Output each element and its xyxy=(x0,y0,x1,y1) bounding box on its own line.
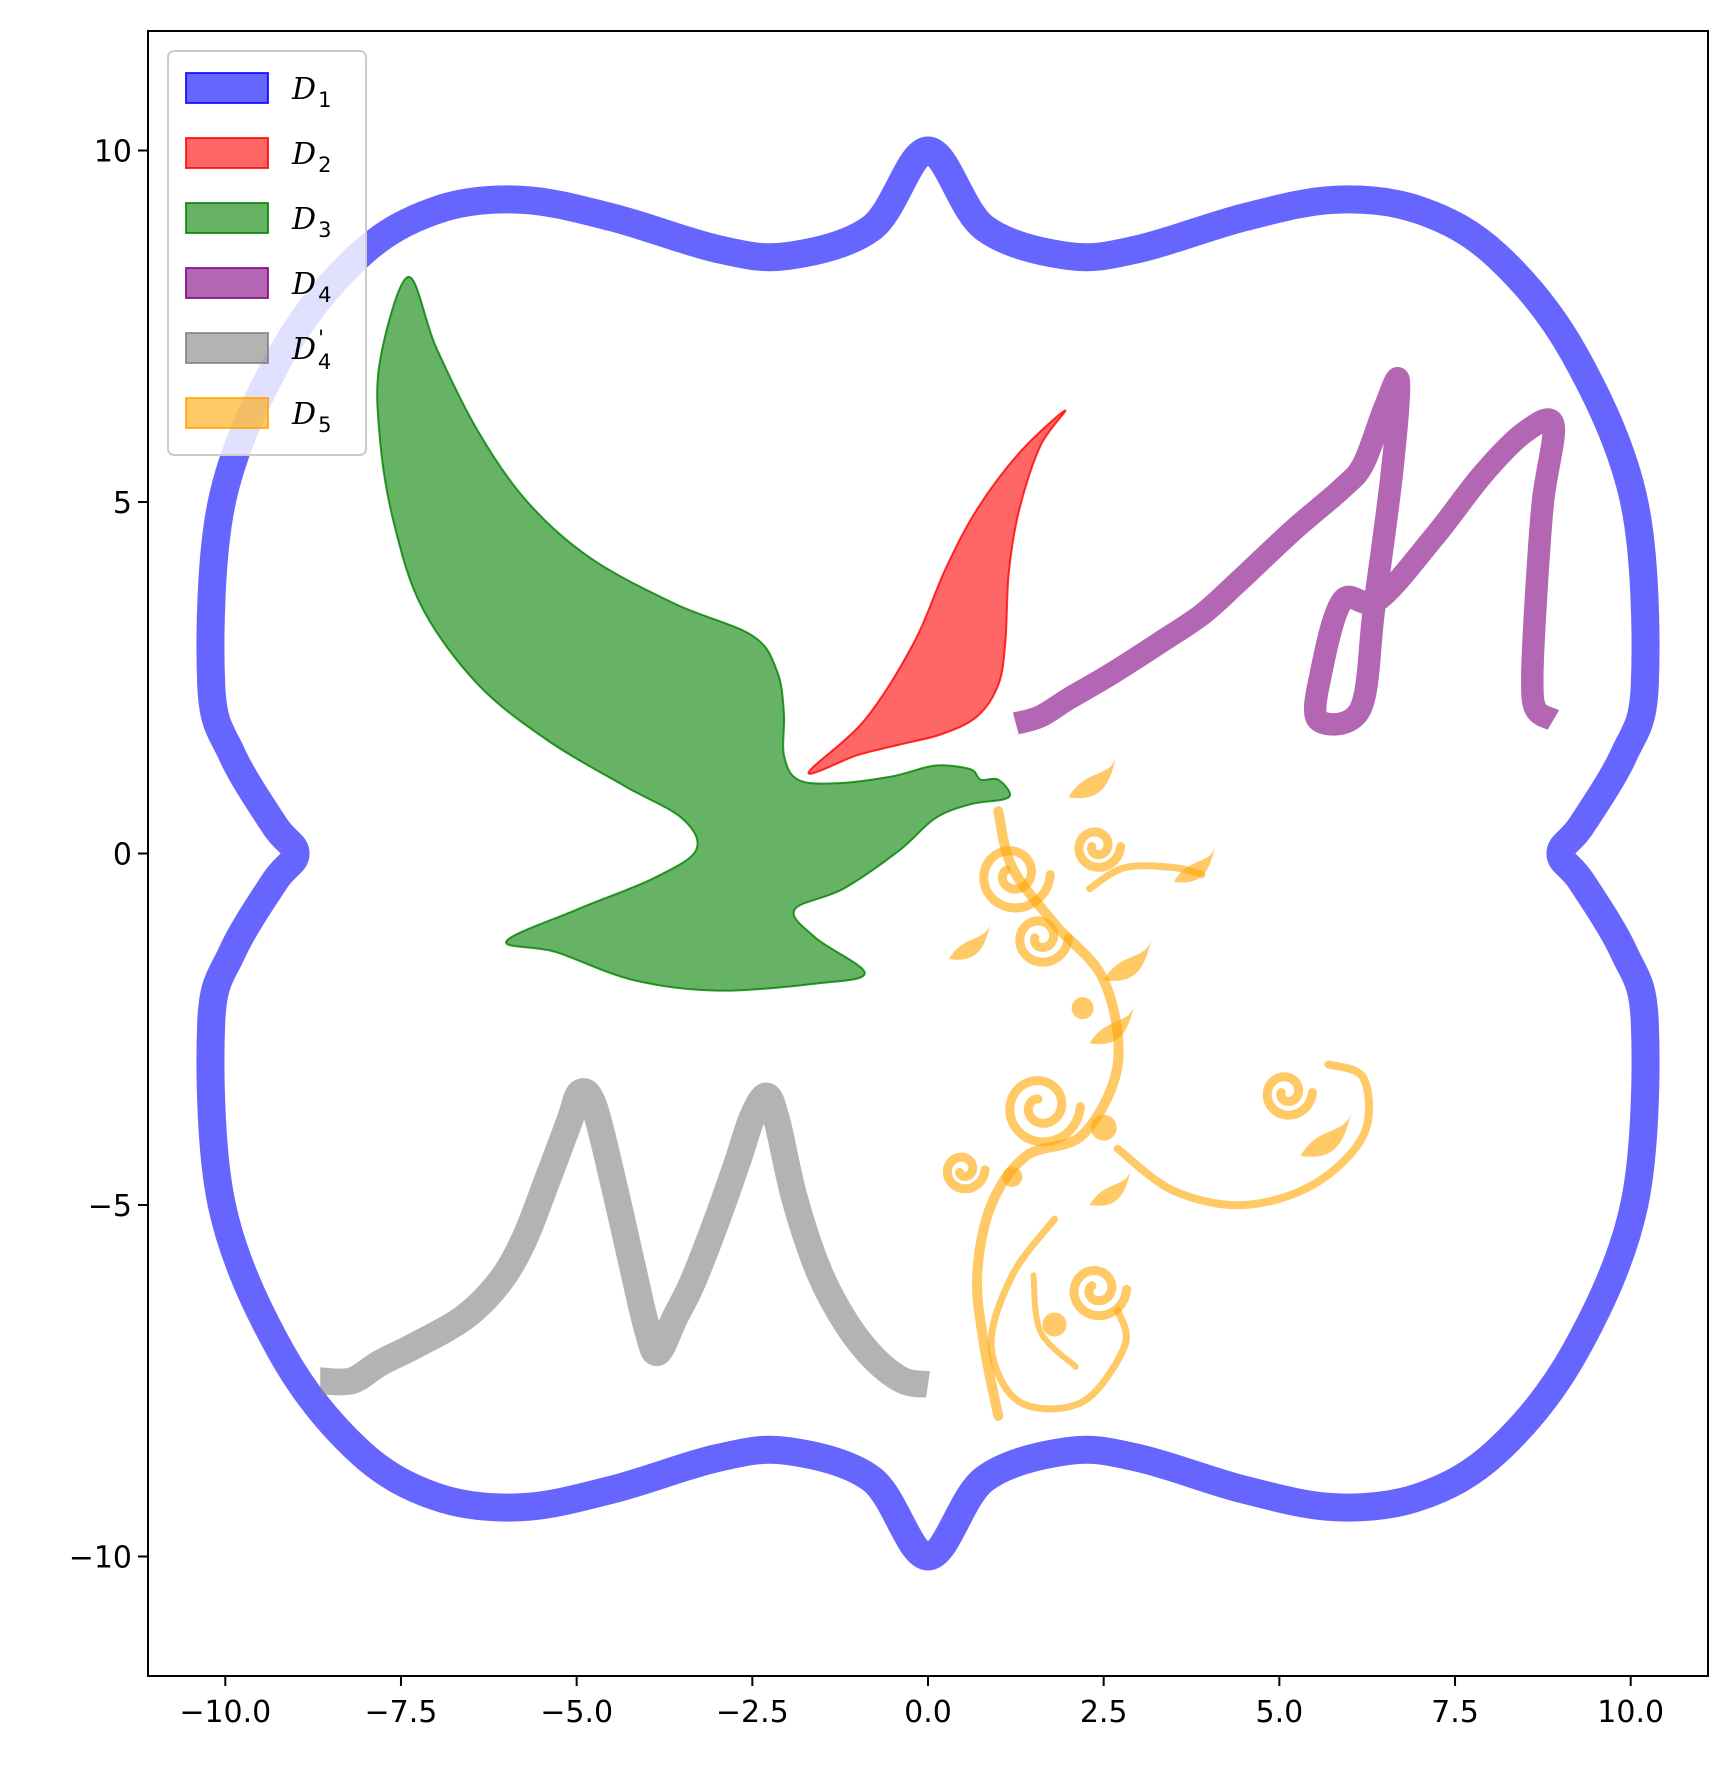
series-D4p xyxy=(319,1078,930,1398)
ornament-spiral-left xyxy=(942,1152,990,1194)
ornament-blob-1 xyxy=(1090,1114,1117,1141)
x-tick-label: −10.0 xyxy=(179,1695,271,1730)
ornament-leaf-left xyxy=(949,922,991,960)
ornament-leaf-far-right xyxy=(1300,1110,1352,1157)
ornament-leaf-right xyxy=(1173,845,1216,883)
ornament-leaf-mid xyxy=(1103,938,1152,981)
x-tick-label: −7.5 xyxy=(365,1695,438,1730)
region-D2 xyxy=(807,409,1067,775)
legend-entry-D3: D3 xyxy=(185,202,331,242)
ornament-leaf-lower xyxy=(1089,1168,1132,1206)
ornament-spiral-top xyxy=(979,846,1055,913)
ornament-leaf-center xyxy=(1089,1004,1135,1045)
ornament-twig xyxy=(1030,1272,1079,1370)
x-tick-label: 5.0 xyxy=(1255,1695,1303,1730)
legend-label: D4 xyxy=(291,267,331,307)
legend-entry-D4: D4 xyxy=(185,267,331,307)
x-tick-label: 10.0 xyxy=(1597,1695,1664,1730)
region-D4p xyxy=(319,1078,930,1398)
series-D3 xyxy=(376,276,1011,992)
y-tick-label: 0 xyxy=(113,838,132,873)
ornament-blob-2 xyxy=(1042,1312,1067,1337)
legend-swatch xyxy=(185,332,269,364)
region-D4 xyxy=(1012,367,1566,736)
legend-entry-D5: D5 xyxy=(185,397,331,437)
region-D3 xyxy=(376,276,1011,992)
legend-label: D3 xyxy=(291,202,331,242)
legend-label: D' 4 xyxy=(291,326,331,374)
legend-label: D2 xyxy=(291,137,331,177)
series-D4 xyxy=(1012,367,1566,736)
x-tick-label: 7.5 xyxy=(1431,1695,1479,1730)
legend: D1 D2 D3 D4 D' 4 D5 xyxy=(167,50,367,456)
ornament-spiral-center xyxy=(1005,1075,1085,1147)
ornament-branch-right xyxy=(1113,1060,1373,1210)
ornament-blob-4 xyxy=(1071,997,1094,1020)
ornament-spiral-mid xyxy=(1015,916,1073,967)
x-tick-label: 2.5 xyxy=(1080,1695,1128,1730)
axis-ticks: −10.0 −7.5 −5.0 −2.5 0.0 2.5 5.0 7.5 10.0 10 5 0 −5 −… xyxy=(69,135,1664,1730)
legend-entry-D1: D1 xyxy=(185,72,331,112)
ornament-spiral-top-right xyxy=(1074,827,1126,872)
plot-area xyxy=(196,136,1660,1571)
legend-entry-D2: D2 xyxy=(185,137,331,177)
y-tick-label: −10 xyxy=(69,1540,132,1575)
legend-swatch xyxy=(185,267,269,299)
legend-label: D1 xyxy=(291,72,331,112)
y-tick-label: −5 xyxy=(88,1189,132,1224)
y-tick-label: 5 xyxy=(113,486,132,521)
y-tick-label: 10 xyxy=(94,135,132,170)
legend-swatch xyxy=(185,202,269,234)
ornament-stem xyxy=(972,806,1124,1421)
ornament-spiral-bottom xyxy=(1069,1265,1132,1321)
legend-swatch xyxy=(185,72,269,104)
legend-swatch xyxy=(185,137,269,169)
legend-box xyxy=(167,50,367,456)
ornament-blob-3 xyxy=(1002,1166,1023,1187)
legend-label: D5 xyxy=(291,397,331,437)
ornament-leaf-top xyxy=(1068,755,1117,799)
ornament-branch-lower xyxy=(987,1215,1130,1413)
x-tick-label: −5.0 xyxy=(540,1695,613,1730)
ornament-spiral-right xyxy=(1262,1072,1317,1120)
x-tick-label: −2.5 xyxy=(716,1695,789,1730)
legend-swatch xyxy=(185,397,269,429)
series-D2 xyxy=(807,409,1067,775)
legend-entry-D4p: D' 4 xyxy=(185,326,331,374)
x-tick-label: 0.0 xyxy=(904,1695,952,1730)
series-D5 xyxy=(942,755,1373,1421)
